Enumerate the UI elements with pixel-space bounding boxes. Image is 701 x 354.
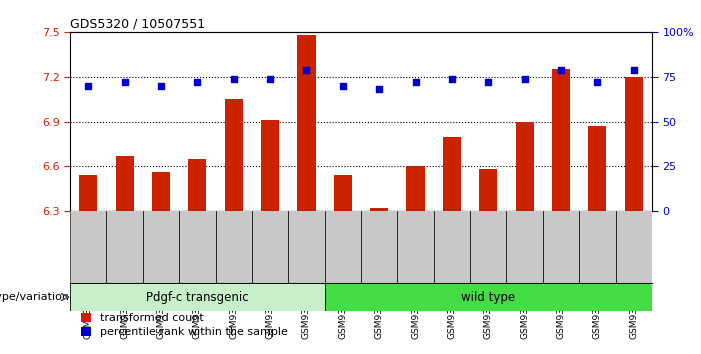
Bar [297, 35, 315, 211]
Text: Pdgf-c transgenic: Pdgf-c transgenic [146, 291, 249, 304]
Bar [189, 159, 207, 211]
Bar [443, 137, 461, 211]
Point [119, 79, 130, 85]
Bar [479, 170, 498, 211]
Point [628, 67, 639, 72]
Bar [552, 69, 570, 211]
Bar [79, 176, 97, 211]
Legend: transformed count, percentile rank within the sample: transformed count, percentile rank withi… [81, 313, 288, 337]
Point [410, 79, 421, 85]
Point [83, 83, 94, 88]
Bar [224, 99, 243, 211]
Bar [407, 166, 425, 211]
Point [447, 76, 458, 81]
Text: genotype/variation: genotype/variation [0, 292, 69, 302]
Point [483, 79, 494, 85]
Text: GDS5320 / 10507551: GDS5320 / 10507551 [70, 18, 205, 31]
Point [337, 83, 348, 88]
Point [192, 79, 203, 85]
Point [264, 76, 275, 81]
Bar [588, 126, 606, 211]
Bar [370, 209, 388, 211]
Bar [116, 156, 134, 211]
Point [156, 83, 167, 88]
Bar [334, 176, 352, 211]
Point [592, 79, 603, 85]
Text: wild type: wild type [461, 291, 515, 304]
Bar [70, 283, 325, 311]
Point [228, 76, 239, 81]
Bar [261, 120, 279, 211]
Bar [152, 172, 170, 211]
Bar [625, 77, 643, 211]
Point [519, 76, 530, 81]
Point [555, 67, 566, 72]
Bar [325, 283, 652, 311]
Point [374, 86, 385, 92]
Point [301, 67, 312, 72]
Bar [515, 121, 533, 211]
